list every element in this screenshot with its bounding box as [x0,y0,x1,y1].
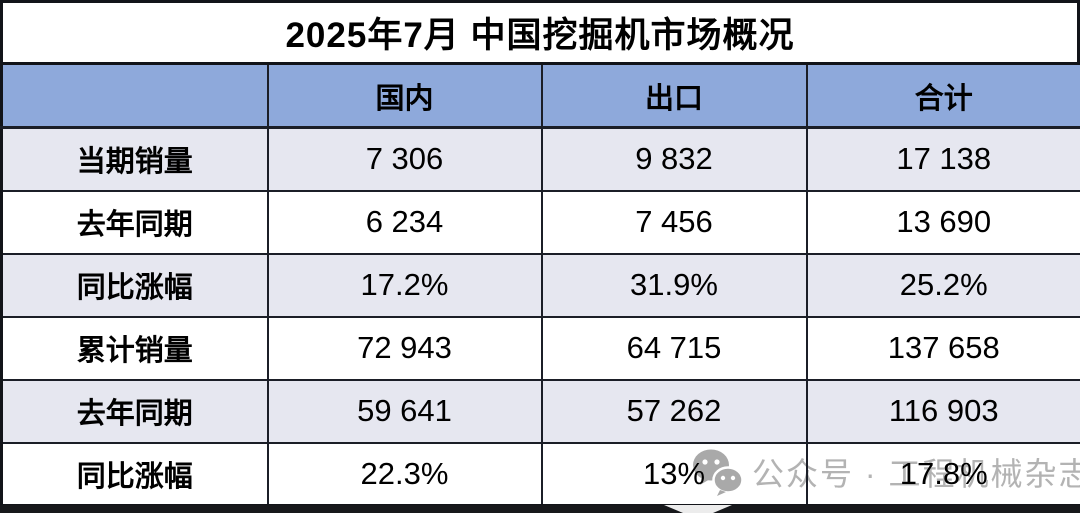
row-label: 同比涨幅 [0,441,269,507]
col-header-domestic: 国内 [266,62,543,129]
cell-value: 7 306 [266,126,543,192]
table-row: 累计销量 72 943 64 715 137 658 [0,315,1080,381]
cell-value: 72 943 [266,315,543,381]
cell-value: 22.3% [266,441,543,507]
table-row: 同比涨幅 22.3% 13% 17.8% [0,441,1080,507]
row-label: 去年同期 [0,378,269,444]
table-row: 当期销量 7 306 9 832 17 138 [0,126,1080,192]
row-label: 当期销量 [0,126,269,192]
cell-value: 137 658 [805,315,1080,381]
cell-value: 7 456 [540,189,808,255]
bottom-notch [664,505,732,513]
row-label: 去年同期 [0,189,269,255]
cell-value: 17.8% [805,441,1080,507]
cell-value: 6 234 [266,189,543,255]
table-row: 去年同期 6 234 7 456 13 690 [0,189,1080,255]
col-header-export: 出口 [540,62,808,129]
cell-value: 57 262 [540,378,808,444]
cell-value: 17.2% [266,252,543,318]
cell-value: 13% [540,441,808,507]
cell-value: 9 832 [540,126,808,192]
market-table: 国内 出口 合计 当期销量 7 306 9 832 17 138 去年同期 6 … [0,62,1080,507]
table-row: 同比涨幅 17.2% 31.9% 25.2% [0,252,1080,318]
table-row: 去年同期 59 641 57 262 116 903 [0,378,1080,444]
col-header-total: 合计 [805,62,1080,129]
row-label: 累计销量 [0,315,269,381]
bottom-border-bar [0,505,1080,513]
row-label: 同比涨幅 [0,252,269,318]
header-row: 国内 出口 合计 [0,62,1080,129]
cell-value: 13 690 [805,189,1080,255]
page-title: 2025年7月 中国挖掘机市场概况 [0,0,1080,62]
cell-value: 25.2% [805,252,1080,318]
cell-value: 116 903 [805,378,1080,444]
cell-value: 17 138 [805,126,1080,192]
cell-value: 64 715 [540,315,808,381]
cell-value: 59 641 [266,378,543,444]
cell-value: 31.9% [540,252,808,318]
col-header-empty [0,62,269,129]
